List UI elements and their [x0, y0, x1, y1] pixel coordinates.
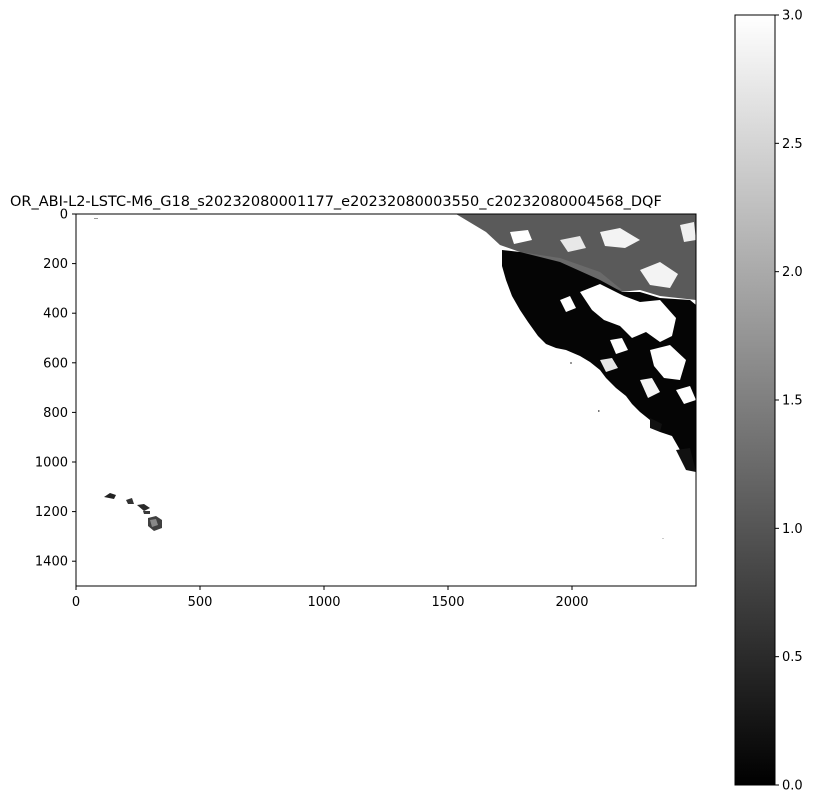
colorbar-tick-label: 0.0 [782, 779, 803, 794]
y-tick-label: 1000 [35, 456, 68, 471]
hawaii-islands [104, 493, 116, 499]
colorbar-tick-label: 1.0 [782, 522, 803, 537]
colorbar-tick-label: 1.5 [782, 394, 803, 409]
colorbar [734, 14, 776, 786]
x-tick-label: 1500 [431, 595, 464, 610]
y-tick-label: 1400 [35, 555, 68, 570]
colorbar-tick-label: 2.5 [782, 137, 803, 152]
x-tick-label: 1000 [307, 595, 340, 610]
y-tick-label: 400 [43, 307, 68, 322]
colorbar-tick-label: 2.0 [782, 265, 803, 280]
x-tick-label: 0 [72, 595, 80, 610]
x-tick-label: 500 [188, 595, 213, 610]
plot-frame [75, 213, 697, 587]
x-tick-label: 2000 [555, 595, 588, 610]
y-tick-label: 1200 [35, 505, 68, 520]
heatmap-image [94, 214, 696, 539]
x-axis: 0 500 1000 1500 2000 [72, 586, 589, 610]
y-axis: 0 200 400 600 800 1000 1200 1400 [35, 208, 76, 570]
y-tick-label: 800 [43, 406, 68, 421]
colorbar-axis: 0.0 0.5 1.0 1.5 2.0 2.5 3.0 [775, 9, 803, 794]
y-tick-label: 200 [43, 257, 68, 272]
y-tick-label: 600 [43, 356, 68, 371]
colorbar-tick-label: 0.5 [782, 650, 803, 665]
colorbar-tick-label: 3.0 [782, 9, 803, 24]
y-tick-label: 0 [60, 208, 68, 223]
chart-title: OR_ABI-L2-LSTC-M6_G18_s20232080001177_e2… [10, 194, 662, 210]
